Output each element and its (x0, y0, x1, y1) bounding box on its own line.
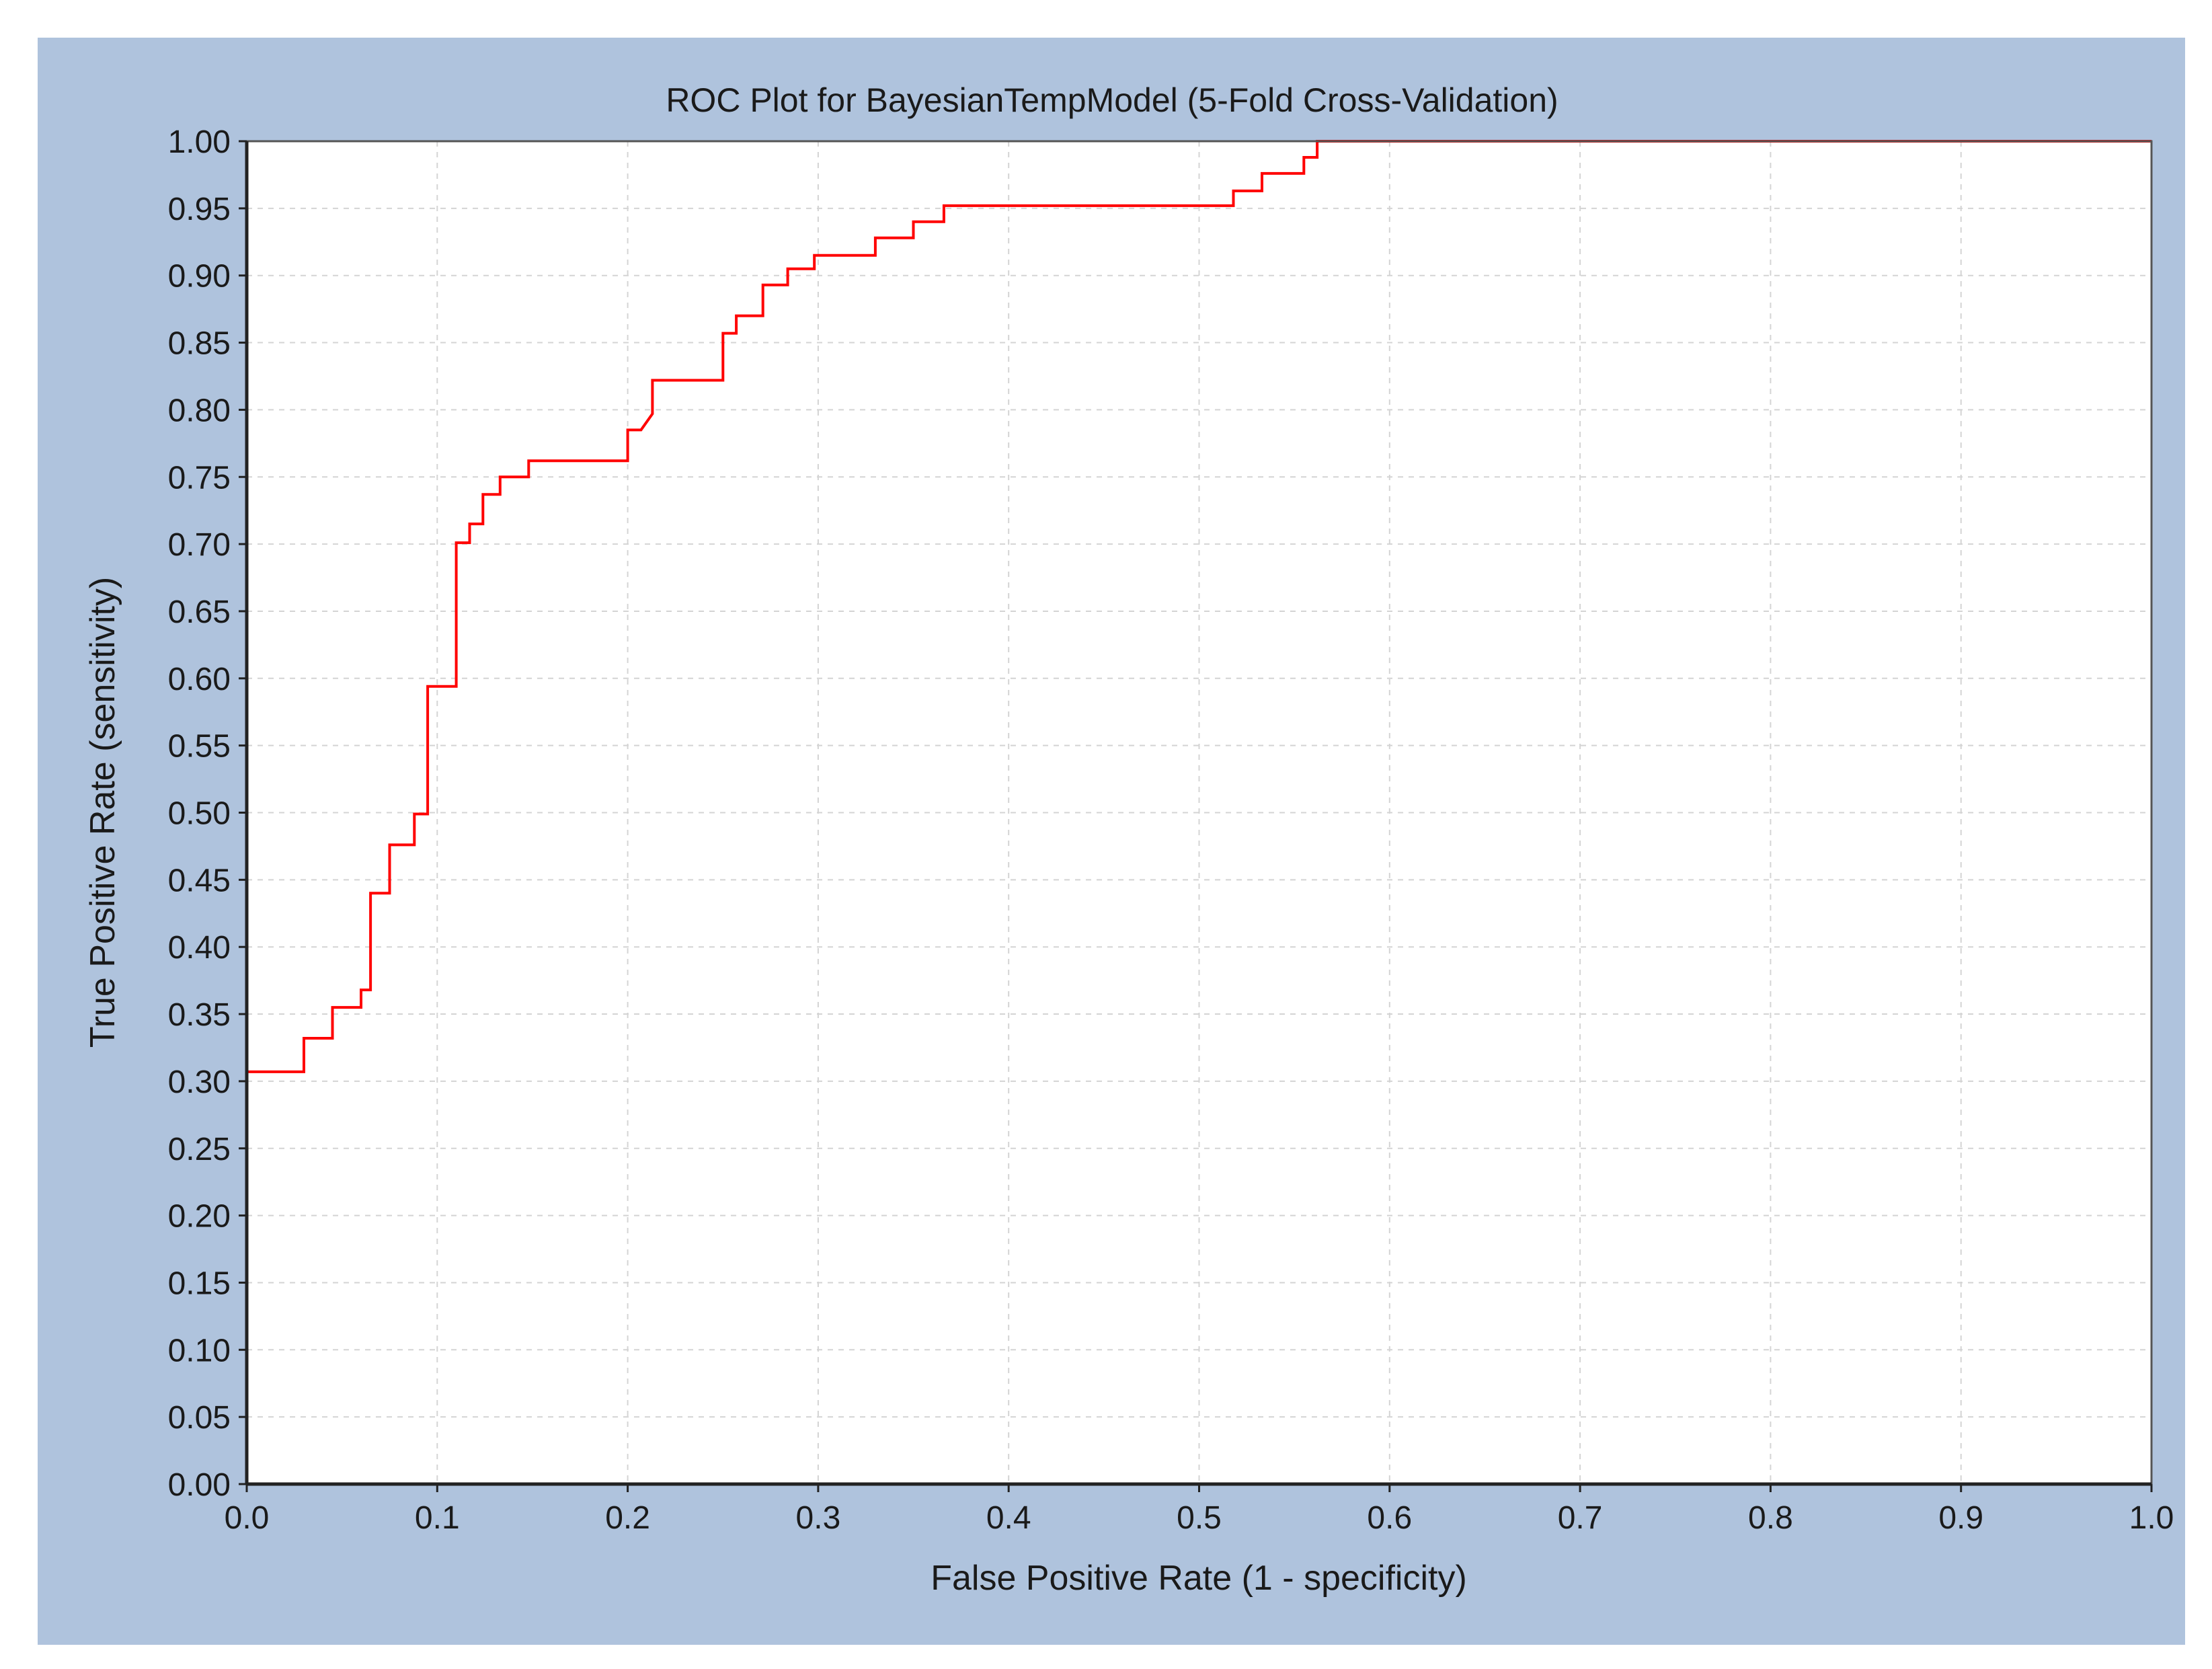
y-tick-label: 0.15 (168, 1266, 231, 1301)
chart-title: ROC Plot for BayesianTempModel (5-Fold C… (666, 81, 1558, 119)
y-tick-label: 1.00 (168, 124, 231, 160)
x-tick-label: 0.1 (415, 1500, 460, 1536)
x-tick-label: 0.7 (1558, 1500, 1603, 1536)
y-tick-label: 0.85 (168, 326, 231, 362)
y-tick-label: 0.50 (168, 796, 231, 832)
roc-curve (245, 140, 2151, 1484)
y-tick-label: 0.25 (168, 1132, 231, 1167)
x-tick-label: 0.9 (1938, 1500, 1983, 1536)
x-tick-label: 0.4 (986, 1500, 1031, 1536)
y-tick-label: 0.65 (168, 594, 231, 630)
x-tick-label: 0.5 (1177, 1500, 1222, 1536)
x-tick-label: 0.0 (225, 1500, 270, 1536)
x-tick-label: 1.0 (2129, 1500, 2174, 1536)
y-axis-ticks: 0.00 0.05 0.10 0.15 0.20 0.25 0.30 0.35 0.40 0.45… (168, 124, 247, 1503)
y-tick-label: 0.95 (168, 192, 231, 227)
y-tick-label: 0.75 (168, 460, 231, 496)
x-tick-label: 0.3 (796, 1500, 841, 1536)
x-tick-label: 0.6 (1367, 1500, 1412, 1536)
x-axis-ticks: 0.0 0.1 0.2 0.3 0.4 0.5 0.6 0.7 0.8 0.9 1.0 (225, 1484, 2174, 1536)
y-tick-label: 0.00 (168, 1467, 231, 1503)
y-axis-label: True Positive Rate (sensitivity) (83, 577, 122, 1048)
y-tick-label: 0.80 (168, 393, 231, 428)
y-tick-label: 0.05 (168, 1400, 231, 1436)
x-tick-label: 0.2 (605, 1500, 650, 1536)
y-tick-label: 0.60 (168, 662, 231, 697)
y-tick-label: 0.90 (168, 259, 231, 295)
y-tick-label: 0.55 (168, 729, 231, 765)
y-tick-label: 0.40 (168, 930, 231, 966)
y-tick-label: 0.20 (168, 1199, 231, 1235)
y-tick-label: 0.10 (168, 1333, 231, 1368)
x-axis-label: False Positive Rate (1 - specificity) (931, 1559, 1467, 1598)
y-tick-label: 0.35 (168, 997, 231, 1033)
y-tick-label: 0.30 (168, 1064, 231, 1100)
y-tick-label: 0.70 (168, 527, 231, 563)
x-tick-label: 0.8 (1748, 1500, 1793, 1536)
y-tick-label: 0.45 (168, 863, 231, 898)
